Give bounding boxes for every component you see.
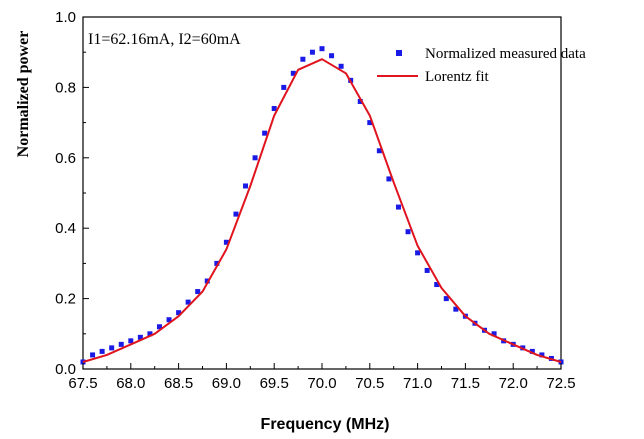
- x-axis-title: Frequency (MHz): [261, 416, 390, 433]
- y-axis-title: Normalized power: [15, 31, 32, 158]
- x-tick-label: 71.0: [403, 375, 432, 392]
- data-point: [491, 331, 497, 337]
- annotation: I1=62.16mA, I2=60mA: [88, 31, 241, 48]
- legend: Normalized measured data Lorentz fit: [377, 46, 586, 85]
- data-point: [233, 211, 239, 217]
- x-tick-label: 72.5: [546, 375, 575, 392]
- data-point: [453, 306, 459, 312]
- legend-marker: [396, 50, 402, 56]
- y-tick-label: 0.4: [55, 220, 76, 237]
- x-tick-label: 68.0: [116, 375, 145, 392]
- data-point: [290, 70, 296, 76]
- legend-label: Lorentz fit: [425, 69, 490, 85]
- data-point: [147, 331, 153, 337]
- data-point: [223, 239, 229, 245]
- axes-layer: 67.5 68.0 68.5 69.0 69.5 70.0 70.5 71.0 71.5 72.0…: [55, 9, 575, 392]
- legend-label: Normalized measured data: [425, 46, 586, 62]
- data-point: [415, 250, 421, 256]
- y-tick-label: 1.0: [55, 9, 76, 26]
- data-point: [166, 317, 172, 323]
- data-point: [243, 183, 249, 189]
- x-tick-label: 70.0: [307, 375, 336, 392]
- data-point: [319, 46, 325, 52]
- data-point: [405, 229, 411, 235]
- x-tick-label: 72.0: [499, 375, 528, 392]
- data-point: [329, 53, 335, 59]
- plot-border: [82, 16, 562, 370]
- data-point: [309, 49, 315, 55]
- data-point: [176, 310, 182, 316]
- data-point: [137, 334, 143, 340]
- data-point: [424, 267, 430, 273]
- data-point: [529, 348, 535, 354]
- y-tick-label: 0.6: [55, 150, 76, 167]
- data-point: [386, 176, 392, 182]
- x-tick-label: 67.5: [68, 375, 97, 392]
- data-point: [109, 345, 115, 351]
- data-point: [156, 324, 162, 330]
- data-point: [443, 296, 449, 302]
- fit-line: [82, 58, 562, 363]
- data-point: [204, 278, 210, 284]
- x-tick-label: 71.5: [451, 375, 480, 392]
- x-tick-label: 68.5: [164, 375, 193, 392]
- data-point: [338, 63, 344, 69]
- data-point: [271, 106, 277, 112]
- y-tick-label: 0.8: [55, 79, 76, 96]
- data-point: [367, 120, 373, 126]
- data-point: [128, 338, 134, 344]
- x-tick-label: 69.0: [212, 375, 241, 392]
- data-point: [252, 155, 258, 161]
- y-tick-label: 0.0: [55, 361, 76, 378]
- data-point: [262, 130, 268, 136]
- data-point: [395, 204, 401, 210]
- x-tick-label: 70.5: [355, 375, 384, 392]
- data-layer: [80, 46, 564, 365]
- data-point: [376, 148, 382, 154]
- data-point: [99, 348, 105, 354]
- data-point: [357, 98, 363, 104]
- data-point: [90, 352, 96, 358]
- plot-frame: [82, 16, 562, 370]
- scatter-series: [80, 46, 564, 365]
- data-point: [195, 289, 201, 295]
- data-point: [434, 282, 440, 288]
- data-point: [214, 260, 220, 266]
- data-point: [185, 299, 191, 305]
- data-point: [281, 84, 287, 90]
- data-point: [300, 56, 306, 62]
- data-point: [118, 341, 124, 347]
- y-tick-label: 0.2: [55, 291, 76, 308]
- x-tick-label: 69.5: [260, 375, 289, 392]
- data-point: [539, 352, 545, 358]
